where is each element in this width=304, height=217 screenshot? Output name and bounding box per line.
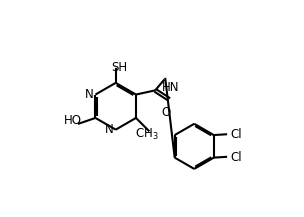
Text: N: N	[85, 88, 94, 101]
Text: Cl: Cl	[230, 151, 242, 164]
Text: Cl: Cl	[230, 128, 242, 141]
Text: HN: HN	[162, 81, 179, 94]
Text: SH: SH	[111, 61, 127, 74]
Text: N: N	[105, 123, 114, 136]
Text: O: O	[162, 106, 171, 119]
Text: CH$_3$: CH$_3$	[135, 127, 159, 142]
Text: HO: HO	[64, 114, 81, 127]
